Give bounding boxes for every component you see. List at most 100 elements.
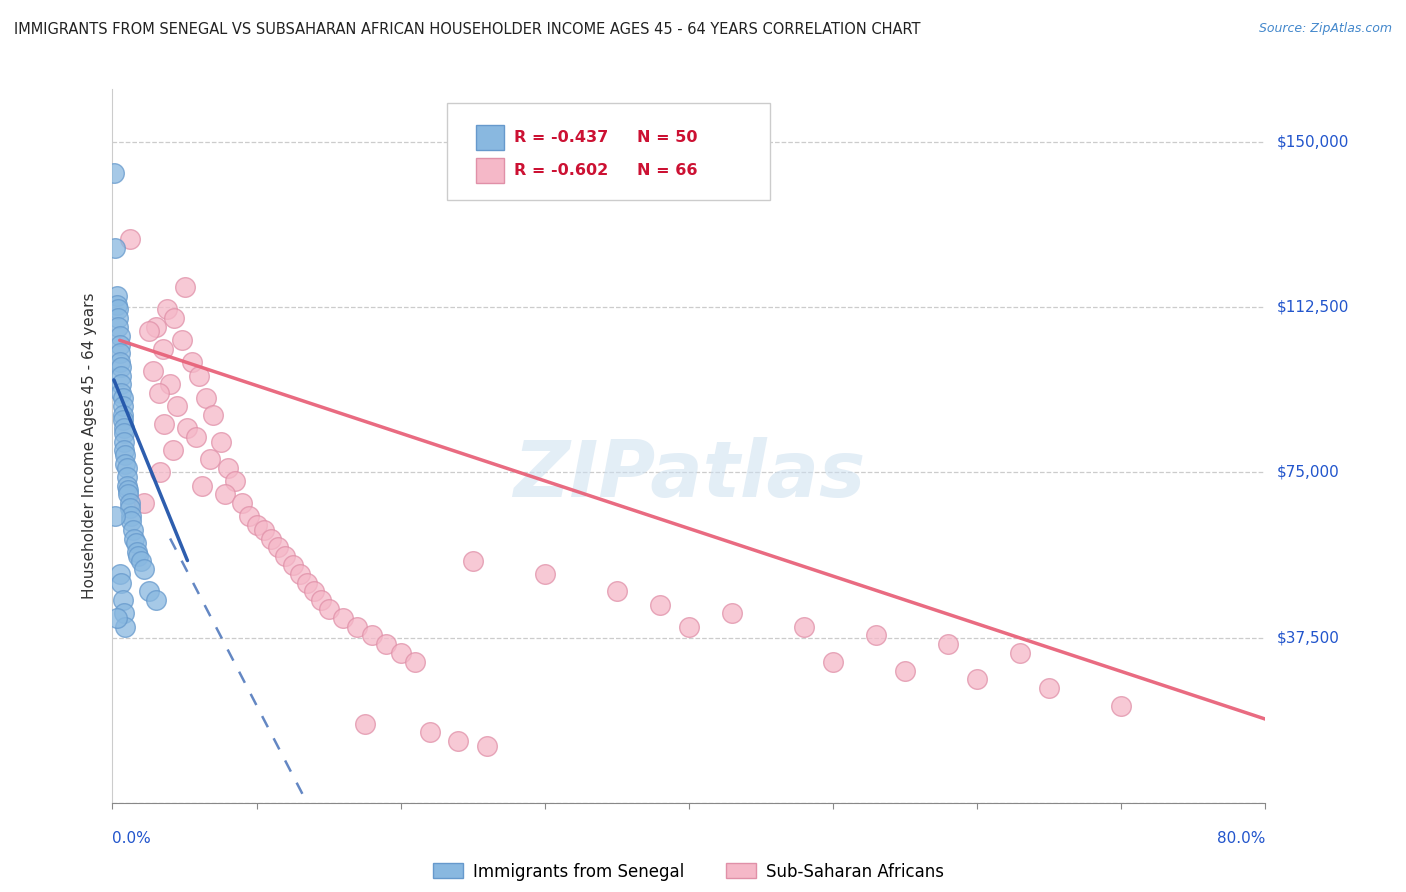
Point — [112, 607, 135, 621]
Point — [107, 311, 129, 326]
Point — [103, 166, 125, 180]
Point — [114, 457, 136, 471]
Point — [346, 619, 368, 633]
Point — [117, 487, 139, 501]
Point — [108, 355, 131, 369]
Point — [1010, 646, 1032, 660]
Point — [120, 514, 142, 528]
Point — [173, 280, 195, 294]
Point — [105, 289, 128, 303]
Point — [894, 664, 917, 678]
Point — [447, 734, 470, 748]
Point — [389, 646, 412, 660]
Point — [118, 232, 141, 246]
Text: $37,500: $37,500 — [1277, 630, 1340, 645]
Point — [115, 478, 138, 492]
Text: Source: ZipAtlas.com: Source: ZipAtlas.com — [1258, 22, 1392, 36]
Point — [274, 549, 297, 563]
Point — [118, 496, 141, 510]
Legend: Immigrants from Senegal, Sub-Saharan Africans: Immigrants from Senegal, Sub-Saharan Afr… — [427, 856, 950, 888]
Point — [156, 302, 179, 317]
Point — [112, 425, 135, 440]
Point — [966, 673, 988, 687]
Point — [281, 558, 304, 572]
Point — [124, 536, 146, 550]
Point — [461, 553, 484, 567]
Point — [145, 320, 167, 334]
Point — [108, 337, 131, 351]
Point — [793, 619, 815, 633]
Point — [191, 478, 214, 492]
Point — [127, 549, 149, 563]
Point — [149, 466, 172, 480]
Point — [217, 461, 239, 475]
Y-axis label: Householder Income Ages 45 - 64 years: Householder Income Ages 45 - 64 years — [82, 293, 97, 599]
Point — [115, 470, 138, 484]
Point — [114, 448, 136, 462]
Point — [153, 417, 176, 431]
Point — [318, 602, 340, 616]
Point — [125, 545, 148, 559]
Point — [180, 355, 202, 369]
Point — [111, 408, 134, 422]
Point — [195, 391, 218, 405]
Point — [138, 584, 160, 599]
Point — [152, 342, 174, 356]
Point — [200, 452, 222, 467]
Point — [648, 598, 672, 612]
Point — [110, 377, 132, 392]
Point — [145, 593, 167, 607]
Point — [162, 443, 184, 458]
Point — [110, 386, 132, 401]
Point — [110, 359, 132, 374]
Point — [118, 500, 141, 515]
Point — [253, 523, 276, 537]
Text: R = -0.437: R = -0.437 — [513, 130, 607, 145]
Point — [260, 532, 283, 546]
Point — [475, 739, 498, 753]
Point — [533, 566, 555, 581]
Point — [304, 584, 326, 599]
Point — [353, 716, 375, 731]
Point — [104, 509, 127, 524]
Point — [107, 302, 129, 317]
Point — [111, 593, 134, 607]
Text: N = 50: N = 50 — [637, 130, 697, 145]
Point — [134, 562, 156, 576]
Point — [360, 628, 382, 642]
Point — [111, 400, 134, 414]
Point — [332, 611, 354, 625]
Point — [115, 461, 138, 475]
Point — [678, 619, 700, 633]
Text: ZIPatlas: ZIPatlas — [513, 436, 865, 513]
Point — [108, 346, 131, 360]
Point — [163, 311, 186, 326]
Point — [170, 333, 193, 347]
Point — [114, 619, 136, 633]
Point — [107, 320, 129, 334]
Point — [404, 655, 426, 669]
Point — [214, 487, 236, 501]
Text: 80.0%: 80.0% — [1218, 830, 1265, 846]
Point — [224, 475, 246, 489]
Point — [112, 443, 135, 458]
Point — [112, 434, 135, 449]
Point — [606, 584, 628, 599]
Point — [202, 408, 225, 422]
Point — [120, 509, 142, 524]
Point — [129, 553, 153, 567]
Text: R = -0.602: R = -0.602 — [513, 163, 607, 178]
Point — [188, 368, 211, 383]
Text: $75,000: $75,000 — [1277, 465, 1340, 480]
Point — [159, 377, 181, 392]
Point — [184, 430, 207, 444]
Point — [104, 241, 127, 255]
Point — [209, 434, 232, 449]
Point — [112, 421, 135, 435]
Point — [111, 412, 134, 426]
Point — [419, 725, 441, 739]
Point — [105, 611, 128, 625]
Point — [148, 386, 170, 401]
Point — [176, 421, 198, 435]
Point — [108, 566, 131, 581]
